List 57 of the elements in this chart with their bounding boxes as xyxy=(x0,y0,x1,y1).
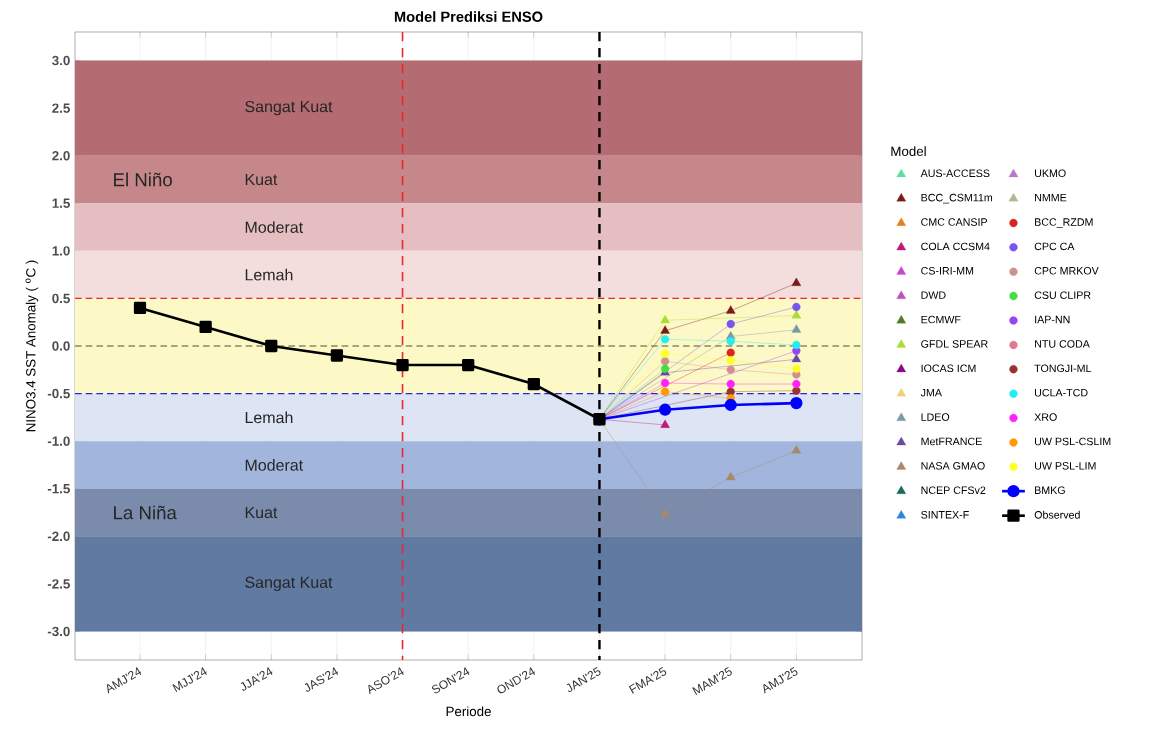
y-tick-label: -1.5 xyxy=(47,484,70,494)
legend-label: NCEP CFSv2 xyxy=(921,486,986,494)
legend-label: BMKG xyxy=(1035,486,1065,494)
legend-label: UCLA-TCD xyxy=(1035,388,1088,397)
legend-label: BCC_RZDM xyxy=(1035,218,1093,228)
y-tick-label: -2.0 xyxy=(47,531,70,542)
legend-label: JMA xyxy=(920,388,942,397)
legend-label: CSU CLIPR xyxy=(1034,291,1091,299)
legend-label: NASA GMAO xyxy=(921,462,985,470)
legend-label: IOCAS ICM xyxy=(921,364,976,373)
legend-label: UW PSL-LIM xyxy=(1035,462,1096,470)
legend-label: Observed xyxy=(1034,510,1080,519)
band-label: Lemah xyxy=(245,411,293,424)
y-axis-title: NINO3.4 SST Anomaly ( $^{o}$C ) xyxy=(25,260,39,432)
legend-label: NTU CODA xyxy=(1035,340,1090,348)
y-tick-label: 1.5 xyxy=(52,198,70,208)
y-tick-label: 0.0 xyxy=(52,341,70,351)
y-tick-label: 2.5 xyxy=(52,103,70,113)
y-tick-label: 2.0 xyxy=(52,150,70,161)
band-label: Sangat Kuat xyxy=(245,576,333,592)
legend-label: UW PSL-CSLIM xyxy=(1035,437,1111,446)
y-tick-label: -2.5 xyxy=(47,579,70,589)
y-tick-label: -1.0 xyxy=(47,436,70,446)
legend-label: CPC MRKOV xyxy=(1034,267,1099,275)
band-label: Sangat Kuat xyxy=(245,100,333,116)
band-label: Moderat xyxy=(245,459,304,471)
legend-label: ECMWF xyxy=(921,315,961,324)
band-label: Kuat xyxy=(245,173,278,186)
y-tick-label: -0.5 xyxy=(47,388,70,399)
legend-label: MetFRANCE xyxy=(921,437,982,446)
band-label: Lemah xyxy=(245,268,293,281)
legend-label: NMME xyxy=(1035,193,1067,202)
legend-label: DWD xyxy=(921,291,946,299)
y-tick-label: 3.0 xyxy=(52,55,70,66)
legend-label: BCC_CSM11m xyxy=(921,193,993,204)
legend-label: GFDL SPEAR xyxy=(921,340,988,348)
legend-label: UKMO xyxy=(1035,169,1066,178)
legend-label: IAP-NN xyxy=(1035,315,1070,324)
y-tick-label: -3.0 xyxy=(47,626,70,637)
x-axis-title: Periode xyxy=(446,706,491,717)
annotation: El Niño xyxy=(114,172,172,187)
band-label: Kuat xyxy=(245,506,278,519)
legend-label: LDEO xyxy=(921,413,950,421)
legend-label: CMC CANSIP xyxy=(921,218,988,226)
legend-label: COLA CCSM4 xyxy=(921,242,990,251)
band-label: Moderat xyxy=(245,221,304,233)
y-tick-label: 0.5 xyxy=(52,293,70,304)
chart-title: Model Prediksi ENSO xyxy=(394,11,543,22)
legend-title: Model xyxy=(891,146,926,157)
legend-label: AUS-ACCESS xyxy=(920,169,990,178)
legend-label: TONGJI-ML xyxy=(1034,364,1092,373)
legend-label: CS-IRI-MM xyxy=(921,267,974,275)
legend-label: SINTEX-F xyxy=(921,510,969,519)
legend-label: CPC CA xyxy=(1034,242,1075,251)
y-tick-label: 1.0 xyxy=(52,246,70,256)
legend-label: XRO xyxy=(1034,413,1057,421)
annotation: La Niña xyxy=(114,505,177,520)
